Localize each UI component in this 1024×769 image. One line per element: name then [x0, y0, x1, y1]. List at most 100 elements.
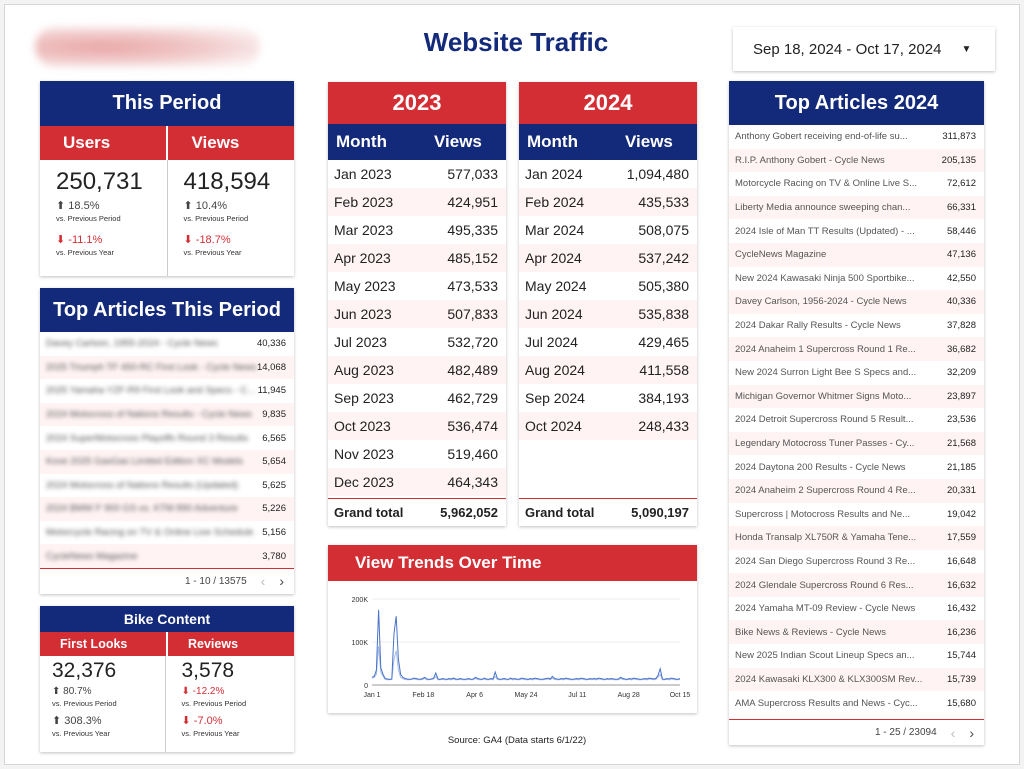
users-year-label: vs. Previous Year: [56, 248, 114, 257]
article-views: 66,331: [946, 202, 976, 214]
list-item[interactable]: 2025 Yamaha YZF-R9 First Look and Specs …: [40, 379, 294, 403]
article-views: 21,185: [946, 461, 976, 473]
article-views: 36,682: [946, 343, 976, 355]
list-item[interactable]: Motorcycle Racing on TV & Online Live S.…: [729, 172, 984, 196]
article-title: Davey Carlson, 1956-2024 - Cycle News: [735, 296, 907, 308]
year-2024-title: 2024: [519, 82, 697, 124]
views-cell: 485,152: [447, 250, 498, 266]
list-item[interactable]: Liberty Media announce sweeping chan... 6…: [729, 195, 984, 220]
x-tick-label: Oct 15: [670, 692, 691, 699]
year-2023-table: 2023 Month Views Jan 2023 577,033 Feb 2023…: [328, 82, 506, 526]
prev-page-icon[interactable]: ‹: [950, 724, 956, 741]
views-cell: 248,433: [638, 418, 689, 434]
list-item[interactable]: R.I.P. Anthony Gobert - Cycle News 205,13…: [729, 148, 984, 173]
list-item[interactable]: CycleNews Magazine 3,780: [40, 544, 294, 568]
date-range-picker[interactable]: Sep 18, 2024 - Oct 17, 2024 ▼: [733, 27, 995, 71]
article-views: 5,226: [262, 503, 286, 515]
list-item[interactable]: 2024 Anaheim 1 Supercross Round 1 Re... 3…: [729, 337, 984, 361]
article-views: 15,744: [946, 650, 976, 662]
list-item[interactable]: 2024 Motocross of Nations Results - Cycl…: [40, 402, 294, 427]
views-header: Views: [625, 132, 673, 151]
list-item[interactable]: Bike News & Reviews - Cycle News 16,236: [729, 620, 984, 645]
list-item[interactable]: Supercross | Motocross Results and Ne...…: [729, 503, 984, 527]
list-item[interactable]: 2024 Daytona 200 Results - Cycle News 21,…: [729, 455, 984, 479]
views-label: Views: [165, 126, 295, 160]
table-row: Mar 2024 508,075: [519, 216, 697, 244]
top-articles-2024-card: Top Articles 2024 Anthony Gobert receivi…: [729, 81, 984, 745]
list-item[interactable]: 2024 Detroit Supercross Round 5 Result..…: [729, 408, 984, 432]
list-item[interactable]: New 2024 Kawasaki Ninja 500 Sportbike...…: [729, 267, 984, 291]
top-articles-2024-pager: 1 - 25 / 23094 ‹ ›: [729, 719, 984, 745]
top-articles-period-title: Top Articles This Period: [40, 288, 294, 332]
list-item[interactable]: 2024 Anaheim 2 Supercross Round 4 Re... 2…: [729, 478, 984, 503]
article-title: 2024 Anaheim 1 Supercross Round 1 Re...: [735, 343, 916, 355]
views-cell: 1,094,480: [626, 166, 689, 182]
this-period-title: This Period: [40, 81, 294, 126]
list-item[interactable]: 2024 Kawasaki KLX300 & KLX300SM Rev... 15…: [729, 667, 984, 692]
views-header: Views: [434, 132, 482, 151]
grand-total-row: Grand total 5,090,197: [519, 498, 697, 526]
list-item[interactable]: 2024 SuperMotocross Playoffs Round 3 Res…: [40, 426, 294, 450]
article-title: 2024 Kawasaki KLX300 & KLX300SM Rev...: [735, 673, 923, 685]
list-item[interactable]: 2024 Isle of Man TT Results (Updated) - …: [729, 219, 984, 243]
list-item[interactable]: 2024 Dakar Rally Results - Cycle News 37,…: [729, 314, 984, 338]
arrow-up-icon: ⬆: [56, 200, 66, 212]
list-item[interactable]: Michigan Governor Whitmer Signs Moto... 2…: [729, 384, 984, 409]
series-line: [371, 646, 681, 681]
list-item[interactable]: AMA Supercross Results and News - Cyc...…: [729, 691, 984, 715]
list-item[interactable]: Davey Carlson, 1956-2024 - Cycle News 40,…: [729, 290, 984, 314]
table-row: Sep 2023 462,729: [328, 384, 506, 412]
list-item[interactable]: Kove 2025 GasGas Limited Edition XC Mode…: [40, 449, 294, 474]
views-cell: 435,533: [638, 194, 689, 210]
x-tick-label: Jul 11: [568, 692, 586, 699]
next-page-icon[interactable]: ›: [279, 573, 284, 590]
views-cell: 473,533: [447, 278, 498, 294]
article-views: 21,568: [946, 438, 976, 450]
views-cell: 411,558: [639, 362, 689, 378]
arrow-down-icon: ⬇: [181, 686, 190, 697]
article-title: Legendary Motocross Tuner Passes - Cy...: [735, 438, 915, 450]
list-item[interactable]: Honda Transalp XL750R & Yamaha Tene... 17…: [729, 526, 984, 550]
article-views: 5,625: [262, 479, 286, 491]
list-item[interactable]: 2024 San Diego Supercross Round 3 Re... 1…: [729, 550, 984, 574]
table-row: Jun 2024 535,838: [519, 300, 697, 328]
views-cell: 429,465: [638, 334, 689, 350]
list-item[interactable]: 2024 Yamaha MT-09 Review - Cycle News 16,…: [729, 597, 984, 621]
list-item[interactable]: 2024 BMW F 900 GS vs. KTM 890 Adventure 5…: [40, 497, 294, 521]
views-scorecard: 418,594 ⬆ 10.4% vs. Previous Period ⬇ -1…: [166, 160, 295, 276]
article-views: 23,536: [946, 414, 976, 426]
prev-page-icon[interactable]: ‹: [260, 573, 266, 590]
article-views: 16,648: [946, 555, 976, 567]
users-year-change: ⬇ -11.1%: [56, 234, 103, 246]
list-item[interactable]: 2024 Motocross of Nations Results (Updat…: [40, 474, 294, 498]
list-item[interactable]: Davey Carlson, 1955-2024 - Cycle News 40,…: [40, 332, 294, 356]
list-item[interactable]: Legendary Motocross Tuner Passes - Cy...…: [729, 431, 984, 456]
views-cell: 507,833: [447, 306, 498, 322]
top-articles-period-list: Davey Carlson, 1955-2024 - Cycle News 40,…: [40, 332, 294, 568]
list-item[interactable]: New 2024 Surron Light Bee S Specs and...…: [729, 361, 984, 385]
list-item[interactable]: Anthony Gobert receiving end-of-life su.…: [729, 125, 984, 149]
top-articles-2024-list: Anthony Gobert receiving end-of-life su.…: [729, 125, 984, 719]
article-title: 2024 Yamaha MT-09 Review - Cycle News: [735, 603, 916, 615]
article-title: Motorcycle Racing on TV & Online Live S.…: [735, 178, 917, 190]
views-cell: 464,343: [447, 474, 498, 490]
article-title: R.I.P. Anthony Gobert - Cycle News: [735, 154, 885, 166]
month-cell: Oct 2024: [525, 418, 582, 434]
list-item[interactable]: 2025 Triumph TF 450-RC First Look - Cycl…: [40, 355, 294, 380]
arrow-up-icon: ⬆: [52, 715, 62, 727]
article-title: 2024 BMW F 900 GS vs. KTM 890 Adventure: [46, 503, 238, 515]
next-page-icon[interactable]: ›: [969, 724, 974, 741]
list-item[interactable]: CycleNews Magazine 47,136: [729, 242, 984, 267]
article-title: Anthony Gobert receiving end-of-life su.…: [735, 131, 908, 143]
table-row: Dec 2023 464,343: [328, 468, 506, 496]
list-item[interactable]: Motorcycle Racing on TV & Online Live Sc…: [40, 521, 294, 545]
list-item[interactable]: New 2025 Indian Scout Lineup Specs an...…: [729, 644, 984, 668]
list-item[interactable]: 2024 Glendale Supercross Round 6 Res... 1…: [729, 573, 984, 597]
view-trends-title: View Trends Over Time: [328, 545, 697, 581]
article-title: CycleNews Magazine: [46, 550, 138, 562]
article-title: Supercross | Motocross Results and Ne...: [735, 508, 911, 520]
views-cell: 537,242: [638, 250, 689, 266]
reviews-year-label: vs. Previous Year: [181, 729, 240, 738]
month-cell: Nov 2023: [334, 446, 394, 462]
top-articles-2024-title: Top Articles 2024: [729, 81, 984, 125]
